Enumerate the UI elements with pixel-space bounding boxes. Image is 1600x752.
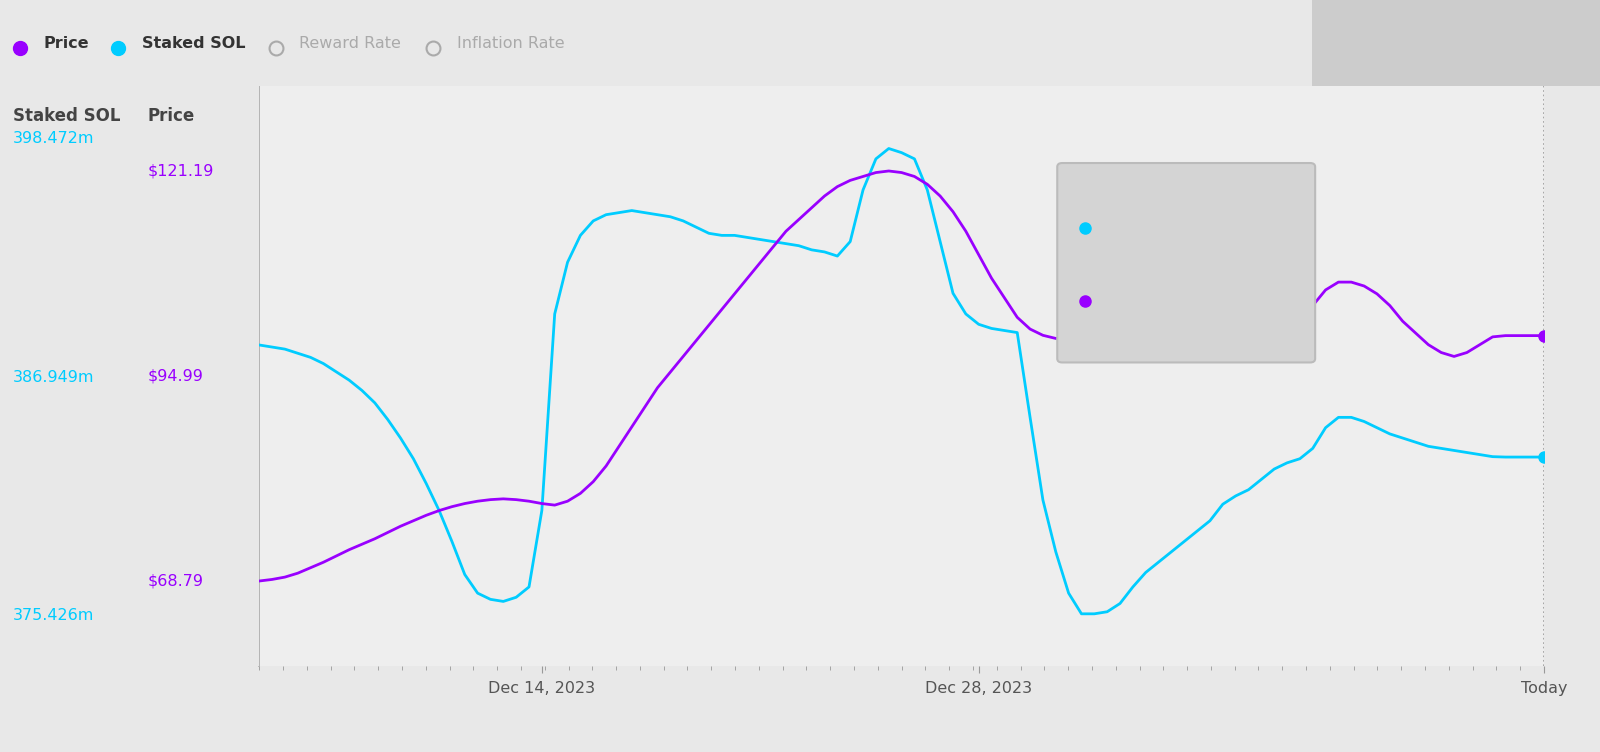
Text: $100.16: $100.16 (1085, 332, 1166, 350)
Text: Reward Rate: Reward Rate (299, 36, 402, 50)
Text: 375.426m: 375.426m (13, 608, 94, 623)
Text: Staked SOL:: Staked SOL: (1114, 220, 1208, 235)
Text: $68.79: $68.79 (147, 574, 203, 589)
Text: Price:: Price: (1114, 293, 1157, 308)
Text: $121.19: $121.19 (147, 164, 214, 178)
Text: 383.08m: 383.08m (1085, 259, 1173, 277)
Text: $94.99: $94.99 (147, 368, 203, 384)
Text: Staked SOL: Staked SOL (13, 107, 120, 125)
Text: Inflation Rate: Inflation Rate (456, 36, 565, 50)
FancyBboxPatch shape (1058, 163, 1315, 362)
Text: Staked SOL: Staked SOL (142, 36, 245, 50)
Text: 386.949m: 386.949m (13, 369, 94, 384)
Text: 398.472m: 398.472m (13, 132, 94, 146)
Text: Today: Today (1085, 184, 1147, 203)
Text: Price: Price (147, 107, 195, 125)
Text: Price: Price (43, 36, 90, 50)
